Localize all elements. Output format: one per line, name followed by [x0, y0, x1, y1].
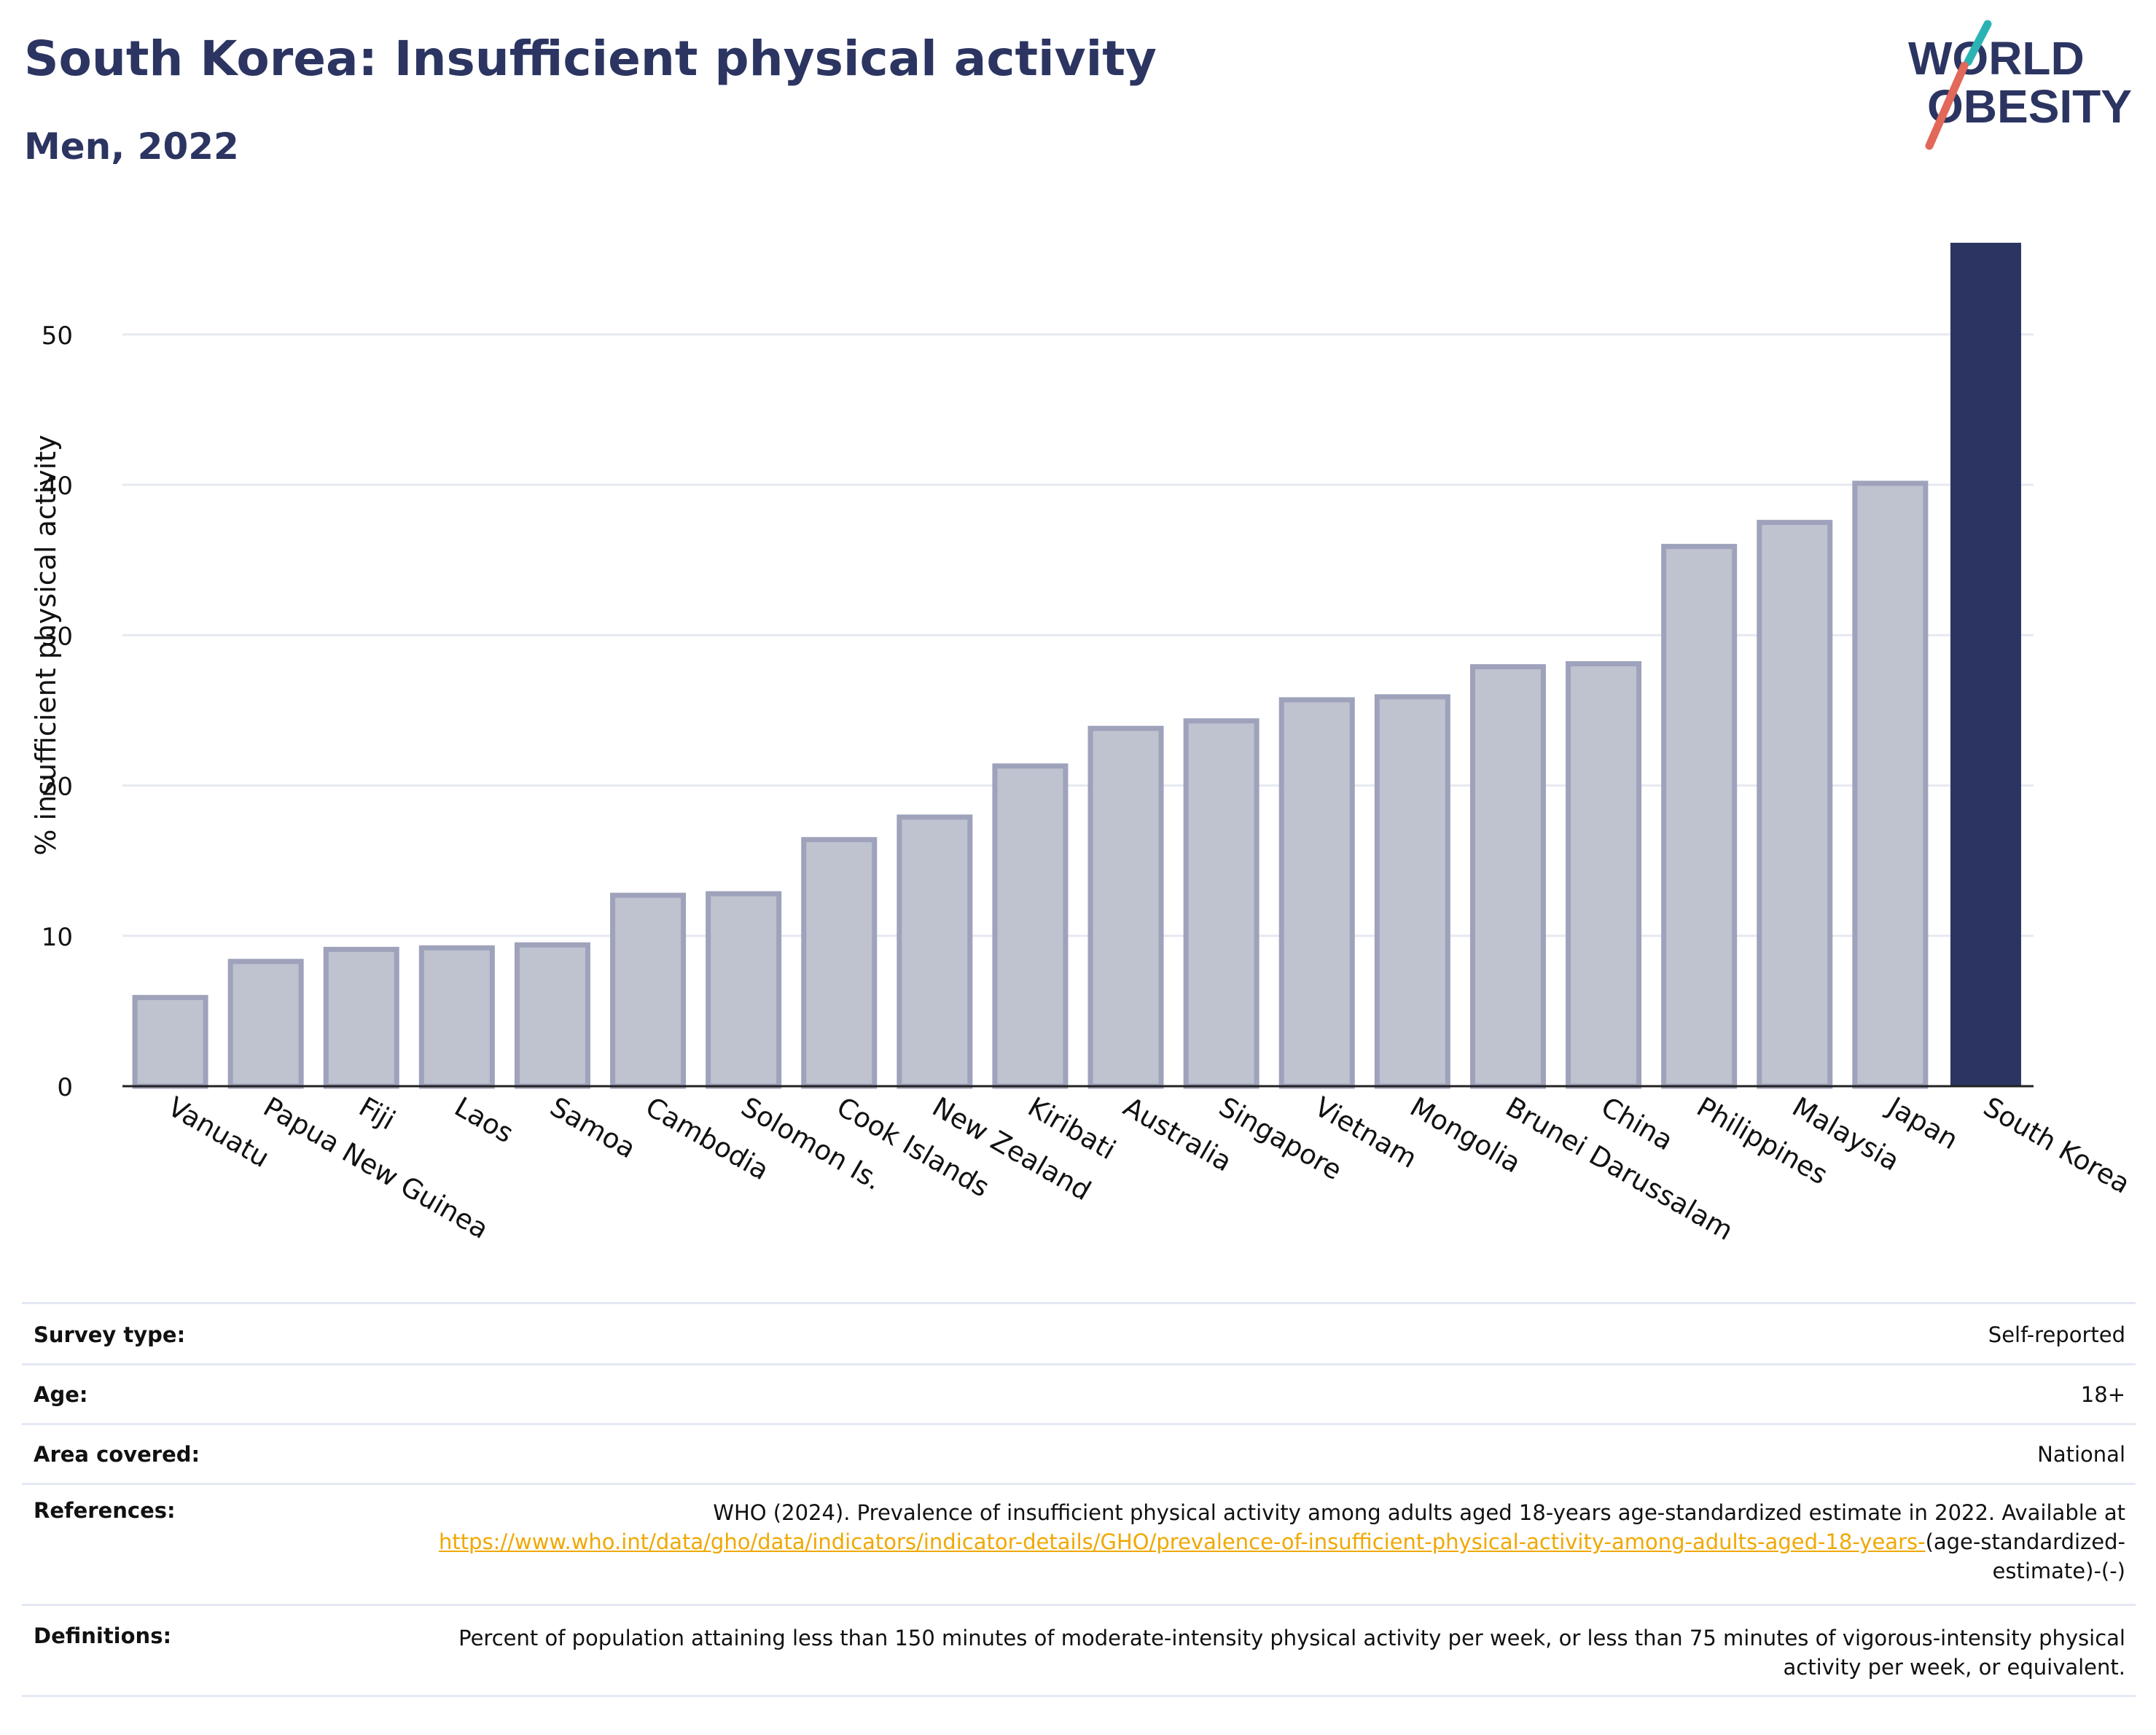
references-suffix: (age-standardized-estimate)-(-): [1925, 1529, 2125, 1583]
bar-papua-new-guinea[interactable]: [227, 959, 304, 1089]
bar-cook-islands[interactable]: [801, 837, 878, 1089]
logo-slash-coral: [1925, 61, 1969, 150]
y-tick-label: 30: [42, 622, 73, 651]
definitions-row: Definitions: Percent of population attai…: [22, 1604, 2136, 1697]
bar-cambodia[interactable]: [610, 892, 687, 1089]
definitions-label: Definitions:: [34, 1623, 172, 1648]
area-value: National: [2037, 1442, 2125, 1467]
bar-laos[interactable]: [418, 945, 495, 1089]
references-value: WHO (2024). Prevalence of insufficient p…: [420, 1498, 2125, 1586]
bar-brunei-darussalam[interactable]: [1469, 664, 1546, 1089]
bar-philippines[interactable]: [1661, 544, 1738, 1089]
references-link[interactable]: https://www.who.int/data/gho/data/indica…: [439, 1529, 1926, 1554]
bar-japan[interactable]: [1852, 480, 1929, 1089]
logo-slash-teal: [1964, 20, 1992, 66]
y-tick-label: 20: [42, 773, 73, 802]
x-tick-label: Vanuatu: [163, 1091, 275, 1174]
bar-fiji[interactable]: [323, 946, 399, 1089]
bar-australia[interactable]: [1087, 725, 1164, 1089]
bar-south-korea[interactable]: [1950, 243, 2021, 1086]
y-tick-label: 40: [42, 472, 73, 501]
bar-vanuatu[interactable]: [132, 994, 208, 1089]
age-label: Age:: [34, 1382, 88, 1407]
y-tick-label: 10: [42, 923, 73, 952]
x-tick-label: Australia: [1118, 1091, 1237, 1178]
bar-solomon-is[interactable]: [706, 891, 782, 1089]
references-row: References: WHO (2024). Prevalence of in…: [22, 1483, 2136, 1604]
bar-singapore[interactable]: [1183, 718, 1259, 1089]
bar-china[interactable]: [1566, 660, 1642, 1089]
x-tick-label: South Korea: [1978, 1091, 2136, 1200]
info-table: Survey type: Self-reported Age: 18+ Area…: [22, 1302, 2136, 1697]
area-row: Area covered: National: [22, 1423, 2136, 1483]
grid-lines: [122, 333, 2034, 937]
bar-kiribati[interactable]: [992, 763, 1069, 1089]
bar-malaysia[interactable]: [1757, 520, 1833, 1089]
area-label: Area covered:: [34, 1442, 200, 1467]
definitions-value: Percent of population attaining less tha…: [458, 1626, 2125, 1680]
bars: [132, 243, 2021, 1089]
logo-line1: WORLD: [1908, 32, 2085, 85]
x-tick-label: Samoa: [544, 1091, 641, 1165]
chart-title: South Korea: Insufficient physical activ…: [24, 31, 1157, 87]
bar-samoa[interactable]: [514, 942, 590, 1089]
y-tick-label: 0: [57, 1073, 73, 1102]
bar-vietnam[interactable]: [1278, 697, 1355, 1089]
x-tick-label: Fiji: [354, 1091, 400, 1136]
age-row: Age: 18+: [22, 1363, 2136, 1423]
x-tick-label: Laos: [449, 1091, 518, 1150]
references-text: WHO (2024). Prevalence of insufficient p…: [713, 1500, 2125, 1525]
bar-new-zealand[interactable]: [897, 814, 973, 1089]
world-obesity-logo: WORLD OBESITY: [1908, 20, 2132, 150]
survey-type-row: Survey type: Self-reported: [22, 1302, 2136, 1363]
survey-type-label: Survey type:: [34, 1322, 186, 1347]
age-value: 18+: [2080, 1382, 2125, 1407]
y-tick-label: 50: [42, 321, 73, 351]
bar-mongolia[interactable]: [1374, 694, 1450, 1089]
x-tick-label: New Zealand: [927, 1091, 1096, 1207]
chart-subtitle: Men, 2022: [24, 125, 239, 168]
survey-type-value: Self-reported: [1988, 1322, 2125, 1347]
logo-line2: OBESITY: [1927, 80, 2132, 133]
y-axis-label: % insufficient physical activity: [30, 434, 62, 855]
references-label: References:: [34, 1498, 176, 1523]
